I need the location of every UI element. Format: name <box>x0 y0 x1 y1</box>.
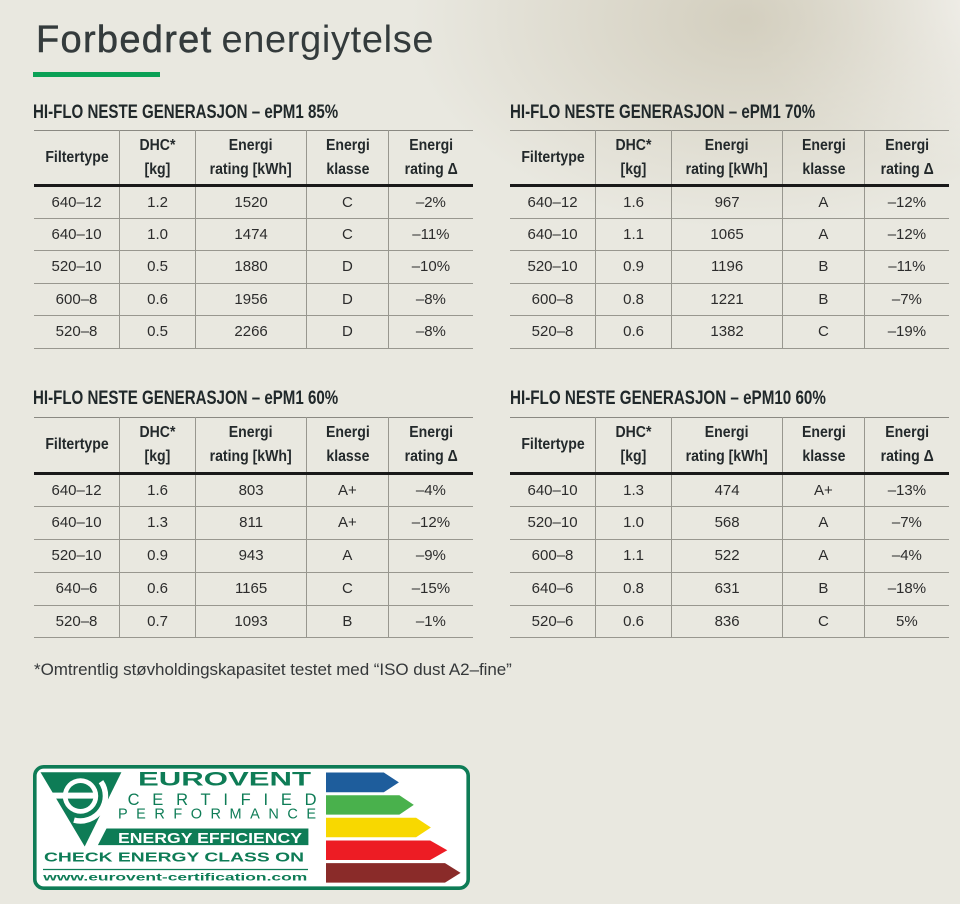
svg-text:ENERGY EFFICIENCY: ENERGY EFFICIENCY <box>118 831 302 847</box>
svg-text:EUROVENT: EUROVENT <box>138 770 312 791</box>
svg-text:CHECK ENERGY CLASS ON: CHECK ENERGY CLASS ON <box>44 851 304 865</box>
svg-text:www.eurovent-certification.com: www.eurovent-certification.com <box>42 872 308 884</box>
